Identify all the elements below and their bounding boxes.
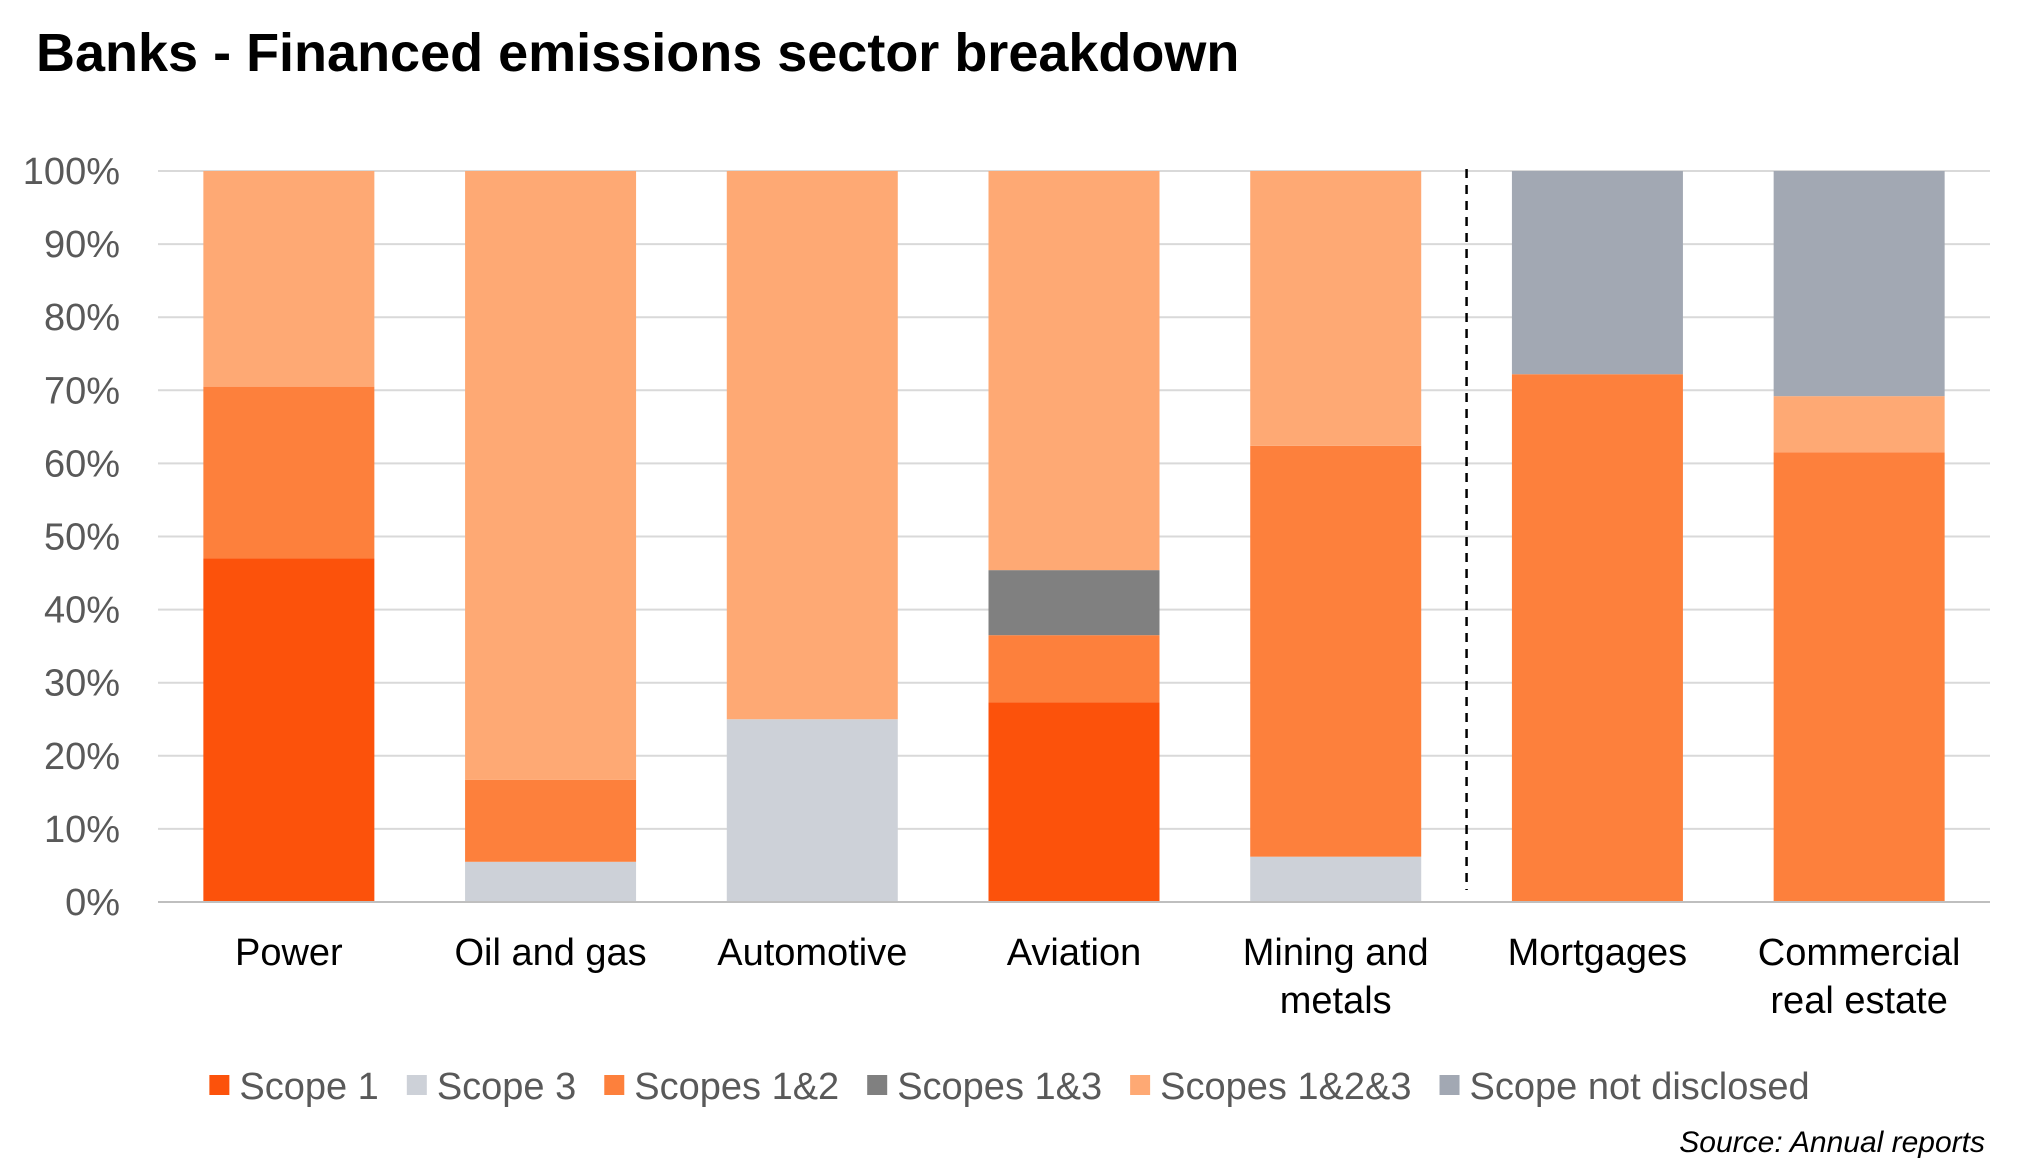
y-tick-label: 60% [44,443,120,485]
legend-label: Scope 3 [437,1066,576,1108]
bar-segment [465,779,637,862]
chart-title: Banks - Financed emissions sector breakd… [36,23,1240,83]
bar-segment [1511,374,1683,902]
category-label: Power [235,932,343,974]
bar-segment [988,171,1160,571]
bar-segment [465,861,637,902]
bars [203,171,1945,902]
bar-segment [465,171,637,780]
bar-segment [1250,171,1422,446]
source-note: Source: Annual reports [1679,1126,1985,1159]
category-label: Commercial [1758,932,1961,974]
legend-label: Scope 1 [239,1066,378,1108]
bar-segment [988,702,1160,902]
category-label: metals [1280,980,1392,1022]
y-axis-ticks: 0% 10% 20% 30% 40% 50% 60% 70% 80% 90% 100% [23,151,120,924]
bar-segment [203,386,375,559]
category-label: Automotive [717,932,907,974]
y-tick-label: 50% [44,517,120,559]
legend-swatch [604,1075,625,1095]
y-tick-label: 40% [44,590,120,632]
legend-label: Scope not disclosed [1470,1066,1810,1108]
bar-segment [1250,445,1422,857]
bar-segment [1250,856,1422,902]
legend-label: Scopes 1&3 [897,1066,1102,1108]
y-tick-label: 100% [23,151,120,193]
bar-segment [1773,396,1945,453]
category-labels: Power Oil and gas Automotive Aviation Mining… [235,932,1960,1022]
legend-label: Scopes 1&2 [634,1066,839,1108]
legend-swatch [406,1075,427,1095]
legend-item: Scopes 1&2&3 [1130,1066,1412,1108]
legend-item: Scopes 1&2 [604,1066,839,1108]
y-tick-label: 20% [44,736,120,778]
bar-segment [1511,171,1683,375]
bar-segment [726,719,898,902]
category-label: Mining and [1243,932,1429,974]
y-tick-label: 90% [44,224,120,266]
category-label: real estate [1770,980,1947,1022]
legend-label: Scopes 1&2&3 [1160,1066,1411,1108]
category-label: Mortgages [1508,932,1688,974]
bar-segment [988,635,1160,703]
y-tick-label: 80% [44,297,120,339]
y-tick-label: 30% [44,663,120,705]
bar-segment [1773,452,1945,902]
bar-segment [203,558,375,902]
legend-swatch [209,1075,230,1095]
legend-swatch [1439,1075,1460,1095]
legend-swatch [867,1075,888,1095]
bar-segment [203,171,375,387]
bar-segment [1773,171,1945,397]
y-tick-label: 0% [65,882,120,924]
bar-segment [988,570,1160,636]
legend-item: Scopes 1&3 [867,1066,1102,1108]
legend-swatch [1130,1075,1151,1095]
y-tick-label: 10% [44,809,120,851]
legend-item: Scope not disclosed [1439,1066,1810,1108]
category-label: Oil and gas [454,932,646,974]
legend-item: Scope 1 [209,1066,379,1108]
legend: Scope 1 Scope 3 Scopes 1&2 Scopes 1&3 Scopes… [209,1066,1810,1108]
y-tick-label: 70% [44,370,120,412]
legend-item: Scope 3 [406,1066,576,1108]
bar-segment [726,171,898,720]
category-label: Aviation [1007,932,1142,974]
